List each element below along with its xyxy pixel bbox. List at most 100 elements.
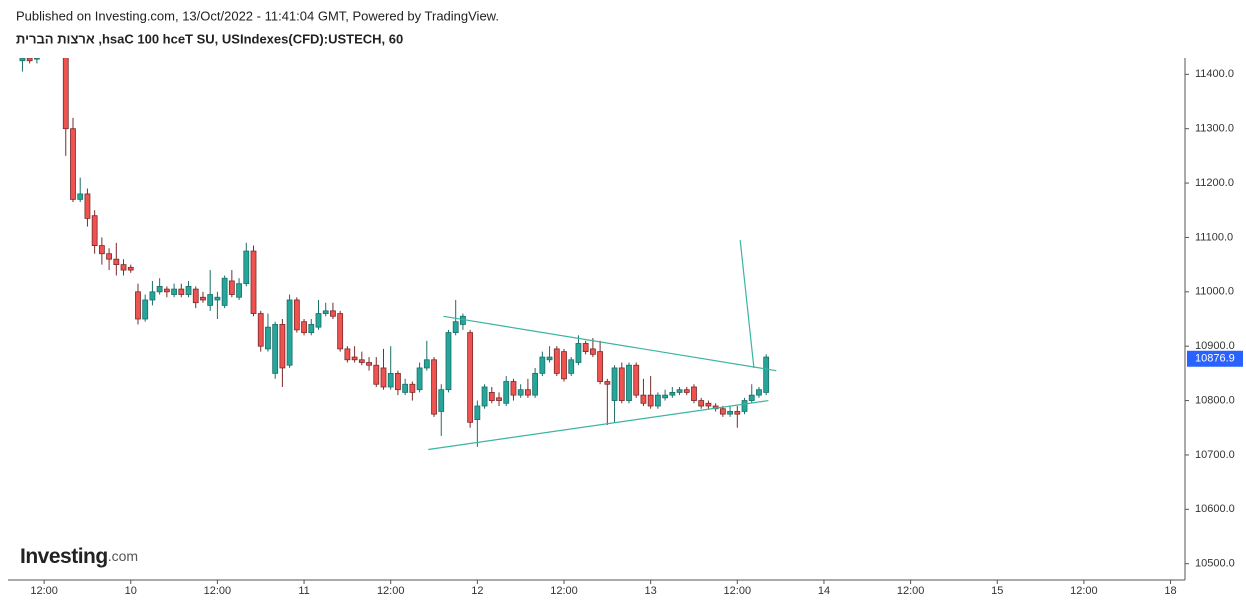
x-tick-label: 10 [125,585,137,597]
candle-body [366,362,372,366]
candle-body [402,383,409,393]
candle-body [84,193,91,219]
candle-body [272,324,279,374]
candle-body [445,332,452,391]
candle-body [409,383,416,393]
candle-body [19,58,26,62]
logo-name: Investing [20,545,108,568]
x-tick-label: 14 [818,585,830,597]
candle-body [481,386,488,407]
candle-body [662,394,668,399]
candle-body [142,299,149,320]
x-tick-label: 12 [471,585,483,597]
candle-body [315,313,322,328]
y-tick-label: 10900.0 [1195,340,1235,352]
candle-body [185,285,192,295]
x-tick-label: 13 [645,585,657,597]
candle-body [279,324,286,369]
candle-body [756,389,762,396]
candle-body [98,245,105,255]
candle-body [228,280,235,295]
candle-body [265,326,271,350]
candle-body [416,367,423,391]
candle-body [337,313,344,350]
y-tick-label: 10800.0 [1195,394,1235,406]
candle-body [106,253,112,260]
last-price-box [1187,350,1243,367]
candle-body [568,359,575,374]
x-tick-label: 18 [1164,585,1176,597]
candle-body [748,394,755,401]
x-tick-label: 12:00 [1070,585,1098,597]
candle-body [510,381,517,396]
plot-area [19,58,777,451]
chart-title: ארצות הברית ,hsaC 100 hceT SU, USIndexes… [16,31,403,46]
y-tick-label: 10700.0 [1195,449,1235,461]
candle-body [308,324,315,333]
x-tick-label: 15 [991,585,1003,597]
candle-body [683,389,690,393]
candle-body [719,408,726,415]
candle-body [113,258,120,266]
candle-body [727,411,733,415]
candle-body [70,128,76,200]
y-tick-label: 11400.0 [1195,68,1234,80]
candle-body [589,348,596,355]
x-tick-label: 12:00 [30,585,58,597]
candle-body [654,394,661,407]
y-tick-label: 10600.0 [1195,503,1235,515]
candle-body [243,250,250,285]
candle-body [214,296,221,301]
candle-body [127,266,134,271]
candle-body [647,394,654,407]
candle-body [358,359,365,363]
candle-body [763,356,770,393]
candle-body [669,392,676,396]
candle-body [221,277,228,306]
candle-body [293,299,300,331]
candle-body [301,321,307,333]
candle-body [387,372,394,388]
x-tick-label: 12:00 [724,585,752,597]
candle-body [344,348,351,361]
candle-body [633,364,640,396]
last-price-label: 10876.9 [1195,353,1235,365]
candle-body [200,296,206,301]
header: Published on Investing.com, 13/Oct/2022 … [16,8,499,23]
candle-body [171,288,177,295]
candle-body [26,58,33,62]
candle-body [330,310,336,317]
candle-body [741,400,748,412]
candle-body [503,381,510,404]
candle-body [705,402,712,407]
candle-body [691,386,697,401]
logo: Investing.com [20,545,138,568]
candle-body [62,58,69,130]
x-tick-label: 11 [298,585,309,597]
candle-body [626,364,632,401]
x-tick-label: 12:00 [204,585,232,597]
candle-body [597,351,604,382]
candle-body [77,193,84,200]
candle-body [322,310,329,314]
candle-body [452,321,459,333]
candle-body [351,356,358,361]
x-tick-label: 12:00 [897,585,925,597]
trendline [739,240,755,369]
candle-body [149,291,156,301]
candle-body [373,364,380,385]
y-tick-label: 11200.0 [1195,177,1234,189]
x-tick-label: 12:00 [377,585,405,597]
candle-body [257,313,264,347]
candle-body [135,291,141,320]
candle-body [525,389,531,396]
candle-body [611,367,618,401]
candle-body [438,389,445,412]
y-tick-label: 11100.0 [1195,231,1233,243]
candle-body [517,389,524,396]
candle-body [380,367,387,388]
candle-body [676,389,683,393]
candle-body [236,283,242,298]
candle-body [207,294,214,306]
